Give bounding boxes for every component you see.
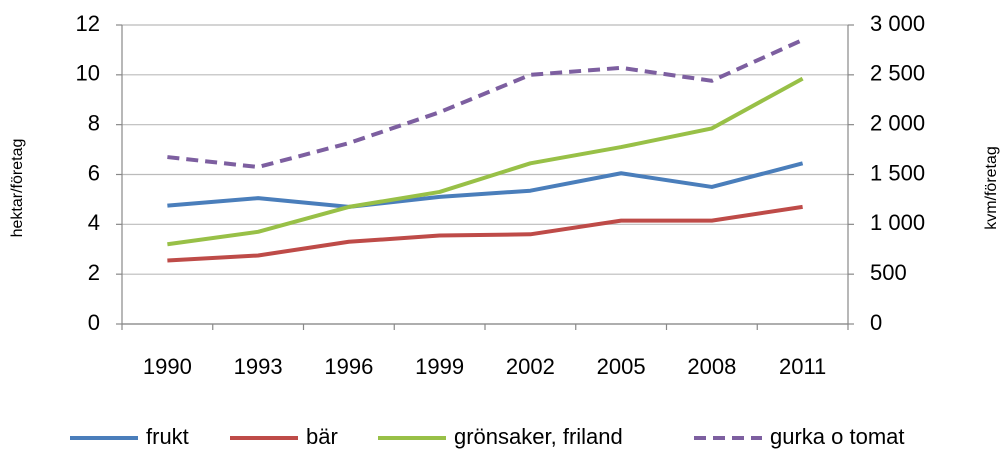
x-tick-label: 1999 [415,354,464,379]
y2-tick-label: 0 [870,310,882,335]
y-tick-label: 6 [88,160,100,185]
series-line [167,38,804,170]
legend-label: grönsaker, friland [454,424,623,449]
y-axis-label: hektar/företag [9,139,26,238]
x-tick-label: 1996 [324,354,373,379]
series-line [167,76,804,247]
x-tick-label: 2011 [779,354,826,379]
y2-tick-label: 500 [870,260,907,285]
x-tick-label: 2005 [597,354,646,379]
legend-label: gurka o tomat [770,424,905,449]
y-tick-label: 4 [88,210,100,235]
y-tick-label: 8 [88,110,100,135]
legend-label: bär [306,424,338,449]
x-tick-label: 2002 [506,354,555,379]
x-tick-label: 1990 [143,354,192,379]
x-tick-label: 2008 [687,354,736,379]
y2-tick-label: 3 000 [870,11,925,36]
x-tick-label: 1993 [234,354,283,379]
series-line [167,204,803,263]
y2-tick-label: 2 000 [870,110,925,135]
legend-label: frukt [146,424,189,449]
y-tick-label: 10 [76,61,100,86]
y2-axis-label: kvm/företag [983,146,1000,230]
y2-tick-label: 2 500 [870,61,925,86]
y-tick-label: 0 [88,310,100,335]
y-tick-label: 12 [76,11,100,36]
y-tick-label: 2 [88,260,100,285]
series-line [167,161,804,209]
y2-tick-label: 1 000 [870,210,925,235]
y2-tick-label: 1 500 [870,160,925,185]
